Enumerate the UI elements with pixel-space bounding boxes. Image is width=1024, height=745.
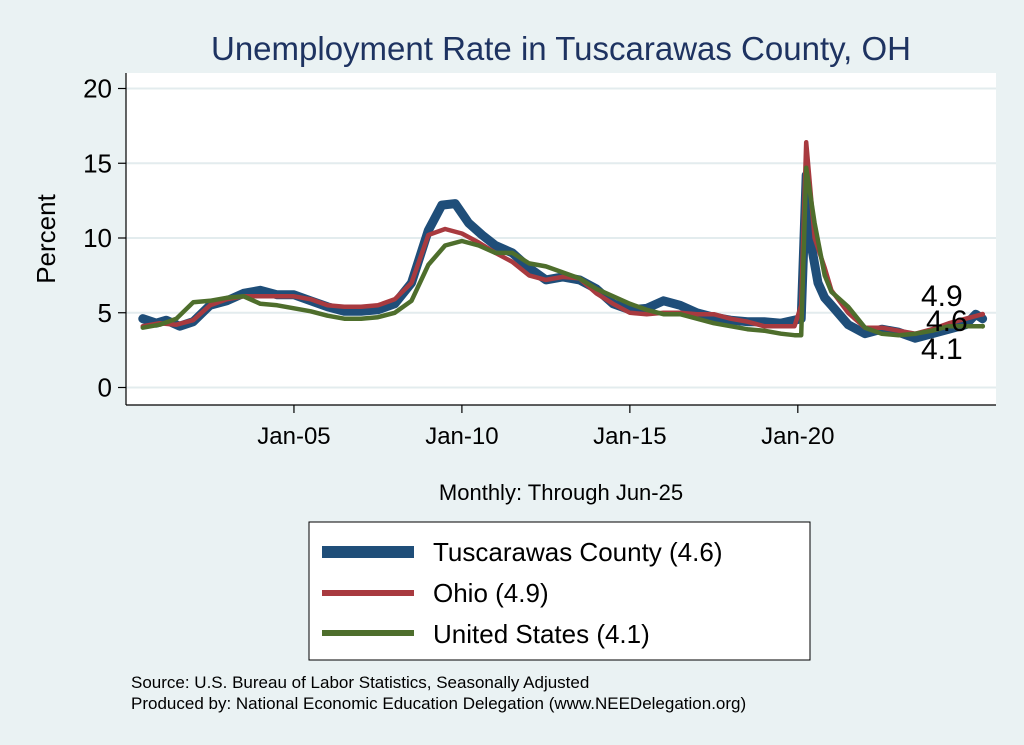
x-tick-label-1: Jan-10 <box>425 423 498 450</box>
y-tick-label-5: 5 <box>98 298 112 328</box>
y-axis-label: Percent <box>31 193 61 283</box>
produced-by-note: Produced by: National Economic Education… <box>131 694 746 713</box>
end-label-us: 4.1 <box>921 333 963 366</box>
y-tick-label-0: 0 <box>98 373 112 403</box>
series-end-point-1 <box>980 311 986 317</box>
source-note: Source: U.S. Bureau of Labor Statistics,… <box>131 673 589 692</box>
end-label-ohio: 4.9 <box>921 280 963 313</box>
series-lines <box>138 140 988 343</box>
y-tick-label-10: 10 <box>83 223 112 253</box>
grid-lines <box>126 87 996 389</box>
y-tick-label-20: 20 <box>83 74 112 104</box>
series-end-point-2 <box>980 323 986 329</box>
y-axis-ticks: 0 5 10 15 20 <box>83 74 126 403</box>
x-tick-label-0: Jan-05 <box>257 423 330 450</box>
legend-label-ohio: Ohio (4.9) <box>433 578 549 608</box>
series-line-2 <box>140 165 985 338</box>
legend-label-us: United States (4.1) <box>433 619 650 649</box>
y-tick-label-15: 15 <box>83 148 112 178</box>
chart-title: Unemployment Rate in Tuscarawas County, … <box>211 30 911 67</box>
x-axis-ticks: Jan-05 Jan-10 Jan-15 Jan-20 <box>257 405 835 450</box>
x-tick-label-3: Jan-20 <box>761 423 834 450</box>
legend-label-county: Tuscarawas County (4.6) <box>433 537 722 567</box>
x-axis-label: Monthly: Through Jun-25 <box>439 480 683 505</box>
end-label-county: 4.6 <box>926 305 968 338</box>
series-end-point-0 <box>980 316 986 322</box>
x-tick-label-2: Jan-15 <box>593 423 666 450</box>
